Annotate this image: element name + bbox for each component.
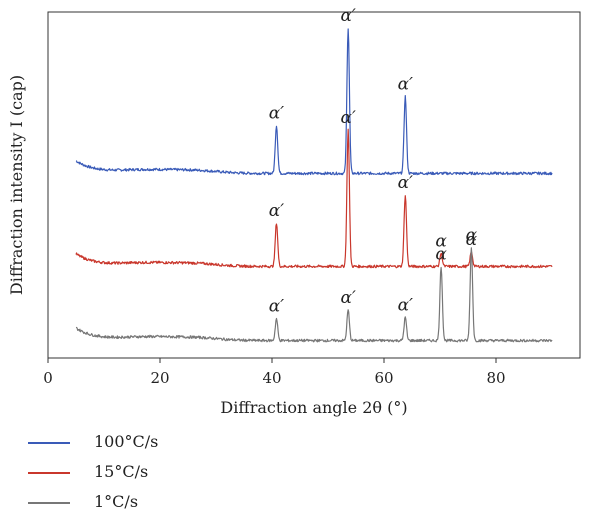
- legend-label-1: 1°C/s: [94, 492, 139, 511]
- legend-label-15: 15°C/s: [94, 462, 149, 481]
- x-tick-label: 20: [150, 369, 169, 387]
- legend: 100°C/s 15°C/s 1°C/s: [28, 430, 288, 520]
- peak-label: α′: [269, 201, 284, 221]
- legend-label-100: 100°C/s: [94, 432, 159, 451]
- y-axis-label: Diffraction intensity I (cap): [7, 75, 26, 295]
- legend-swatch-100: [28, 442, 70, 444]
- peak-label: α′: [269, 297, 284, 317]
- legend-swatch-15: [28, 472, 70, 474]
- peak-label: α: [466, 226, 478, 246]
- peak-label: α′: [340, 6, 355, 26]
- legend-item-100: 100°C/s: [28, 430, 288, 460]
- x-tick-label: 40: [262, 369, 281, 387]
- x-axis-label: Diffraction angle 2θ (°): [220, 398, 407, 417]
- x-tick-label: 0: [43, 369, 53, 387]
- x-tick-label: 80: [486, 369, 505, 387]
- peak-label: α: [435, 244, 447, 264]
- peak-label: α: [466, 230, 478, 250]
- peak-label: α′: [398, 295, 413, 315]
- series-line: [75, 28, 553, 176]
- plot-frame: [47, 11, 581, 359]
- peak-label: α′: [340, 288, 355, 308]
- peak-label: α′: [340, 108, 355, 128]
- legend-swatch-1: [28, 502, 70, 504]
- x-tick-label: 60: [374, 369, 393, 387]
- peak-label: α: [435, 231, 447, 251]
- legend-item-1: 1°C/s: [28, 490, 288, 520]
- series-line: [75, 247, 553, 343]
- series-line: [75, 128, 553, 269]
- peak-label: α′: [398, 173, 413, 193]
- peak-label: α′: [398, 74, 413, 94]
- legend-item-15: 15°C/s: [28, 460, 288, 490]
- peak-label: α′: [269, 103, 284, 123]
